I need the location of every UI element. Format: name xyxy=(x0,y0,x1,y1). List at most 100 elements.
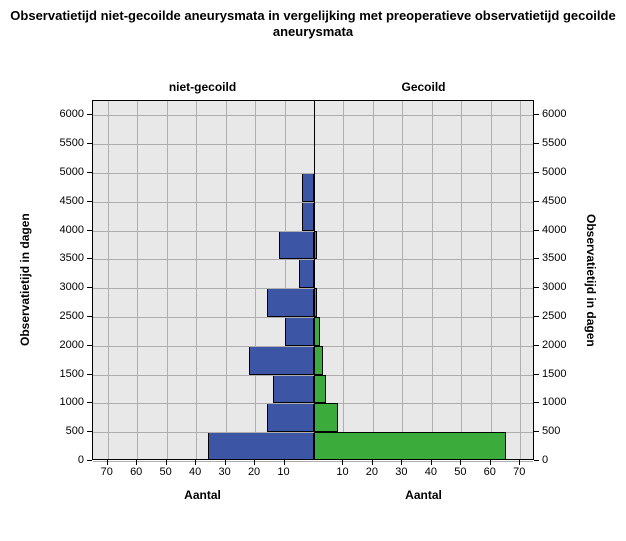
tick-mark xyxy=(87,460,92,461)
tick-mark xyxy=(534,258,539,259)
tick-mark xyxy=(534,201,539,202)
x-tick-label: 10 xyxy=(336,466,348,478)
histogram-bar xyxy=(208,432,314,459)
y-tick-label: 6000 xyxy=(60,108,84,120)
tick-mark xyxy=(87,201,92,202)
y-tick-label: 1000 xyxy=(60,396,84,408)
tick-mark xyxy=(87,374,92,375)
panel-label-left: niet-gecoild xyxy=(92,80,313,94)
plot-left-panel xyxy=(93,101,314,459)
tick-mark xyxy=(87,172,92,173)
gridline-v xyxy=(520,101,521,459)
x-tick-label: 70 xyxy=(101,466,113,478)
y-tick-label: 4000 xyxy=(542,224,566,236)
gridline-v xyxy=(432,101,433,459)
gridline-v xyxy=(255,101,256,459)
tick-mark xyxy=(87,287,92,288)
x-axis-label-right: Aantal xyxy=(313,488,534,502)
histogram-bar xyxy=(314,346,323,375)
histogram-bar xyxy=(299,259,314,288)
tick-mark xyxy=(195,460,196,465)
x-tick-label: 50 xyxy=(160,466,172,478)
y-tick-label: 3500 xyxy=(542,252,566,264)
tick-mark xyxy=(372,460,373,465)
tick-mark xyxy=(87,345,92,346)
tick-mark xyxy=(342,460,343,465)
tick-mark xyxy=(534,374,539,375)
y-tick-label: 4000 xyxy=(60,224,84,236)
y-tick-label: 2000 xyxy=(60,339,84,351)
y-tick-label: 0 xyxy=(78,454,84,466)
tick-mark xyxy=(534,172,539,173)
histogram-bar xyxy=(267,288,314,317)
gridline-v xyxy=(137,101,138,459)
y-tick-label: 500 xyxy=(66,425,84,437)
gridline-v xyxy=(226,101,227,459)
gridline-v xyxy=(491,101,492,459)
histogram-bar xyxy=(273,375,314,404)
tick-mark xyxy=(460,460,461,465)
y-tick-label: 2500 xyxy=(60,310,84,322)
gridline-v xyxy=(108,101,109,459)
y-tick-label: 0 xyxy=(542,454,548,466)
x-tick-label: 70 xyxy=(513,466,525,478)
histogram-bar xyxy=(249,346,314,375)
histogram-bar xyxy=(267,403,314,432)
tick-mark xyxy=(534,287,539,288)
gridline-v xyxy=(461,101,462,459)
y-tick-label: 3000 xyxy=(60,281,84,293)
histogram-bar xyxy=(314,403,338,432)
x-tick-label: 60 xyxy=(484,466,496,478)
gridline-v xyxy=(402,101,403,459)
y-tick-label: 3000 xyxy=(542,281,566,293)
y-tick-label: 4500 xyxy=(542,195,566,207)
histogram-bar xyxy=(302,173,314,202)
gridline-v xyxy=(196,101,197,459)
plot-area xyxy=(92,100,534,460)
x-tick-label: 30 xyxy=(218,466,230,478)
tick-mark xyxy=(490,460,491,465)
tick-mark xyxy=(225,460,226,465)
y-tick-label: 5000 xyxy=(542,166,566,178)
tick-mark xyxy=(136,460,137,465)
y-tick-label: 2500 xyxy=(542,310,566,322)
y-tick-label: 5000 xyxy=(60,166,84,178)
y-tick-label: 4500 xyxy=(60,195,84,207)
tick-mark xyxy=(166,460,167,465)
gridline-v xyxy=(373,101,374,459)
tick-mark xyxy=(534,230,539,231)
histogram-bar xyxy=(314,375,326,404)
y-axis-label-left: Observatietijd in dagen xyxy=(18,100,32,460)
y-tick-label: 6000 xyxy=(542,108,566,120)
y-tick-label: 1500 xyxy=(60,368,84,380)
x-tick-label: 40 xyxy=(425,466,437,478)
y-tick-label: 2000 xyxy=(542,339,566,351)
tick-mark xyxy=(401,460,402,465)
y-tick-label: 1000 xyxy=(542,396,566,408)
chart-container: Observatietijd niet-gecoilde aneurysmata… xyxy=(0,0,626,541)
histogram-bar xyxy=(302,202,314,231)
y-axis-label-right: Observatietijd in dagen xyxy=(584,100,598,460)
x-tick-label: 20 xyxy=(366,466,378,478)
tick-mark xyxy=(534,316,539,317)
tick-mark xyxy=(534,143,539,144)
tick-mark xyxy=(87,143,92,144)
tick-mark xyxy=(87,258,92,259)
tick-mark xyxy=(87,230,92,231)
tick-mark xyxy=(87,402,92,403)
x-tick-label: 30 xyxy=(395,466,407,478)
x-tick-label: 40 xyxy=(189,466,201,478)
tick-mark xyxy=(87,316,92,317)
y-tick-label: 5500 xyxy=(542,137,566,149)
tick-mark xyxy=(284,460,285,465)
y-tick-label: 3500 xyxy=(60,252,84,264)
tick-mark xyxy=(534,345,539,346)
x-axis-label-left: Aantal xyxy=(92,488,313,502)
histogram-bar xyxy=(279,231,314,260)
tick-mark xyxy=(519,460,520,465)
tick-mark xyxy=(431,460,432,465)
gridline-v xyxy=(167,101,168,459)
tick-mark xyxy=(107,460,108,465)
x-tick-label: 60 xyxy=(130,466,142,478)
histogram-bar xyxy=(285,317,314,346)
